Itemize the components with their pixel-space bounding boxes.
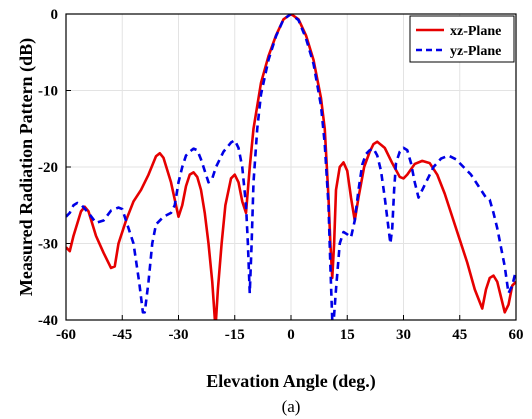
legend: xz-Plane yz-Plane <box>409 15 515 63</box>
x-tick-label: -15 <box>225 327 245 343</box>
x-tick-label: -60 <box>56 327 76 343</box>
series-layer <box>66 14 516 320</box>
y-tick-label: -30 <box>38 237 58 253</box>
y-tick-label: -10 <box>38 84 58 100</box>
legend-label-xz-plane: xz-Plane <box>450 24 501 39</box>
x-tick-label: 15 <box>340 327 355 343</box>
x-tick-label: 45 <box>452 327 467 343</box>
figure-caption: (a) <box>282 397 301 416</box>
x-tick-label: -45 <box>112 327 132 343</box>
legend-label-yz-plane: yz-Plane <box>450 44 501 59</box>
y-axis-title: Measured Radiation Pattern (dB) <box>16 38 37 296</box>
series-line-yz-plane <box>66 14 516 320</box>
x-axis-title: Elevation Angle (deg.) <box>206 371 376 392</box>
series-line-xz-plane <box>66 14 516 320</box>
y-tick-labels: 0 -10 -20 -30 -40 <box>38 7 58 329</box>
legend-box <box>409 15 515 63</box>
y-tick-label: -20 <box>38 160 58 176</box>
x-tick-label: 30 <box>396 327 411 343</box>
x-tick-label: -30 <box>169 327 189 343</box>
plot-frame <box>65 13 517 321</box>
x-tick-label: 60 <box>509 327 524 343</box>
x-tick-label: 0 <box>287 327 295 343</box>
y-tick-label: -40 <box>38 313 58 329</box>
x-tick-labels: -60 -45 -30 -15 0 15 30 45 60 <box>56 327 524 343</box>
y-tick-label: 0 <box>51 7 59 23</box>
